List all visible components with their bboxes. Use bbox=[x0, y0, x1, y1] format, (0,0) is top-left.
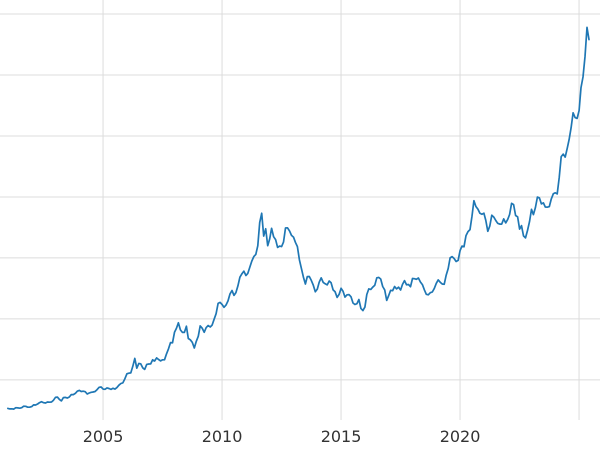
price-line bbox=[7, 26, 590, 410]
